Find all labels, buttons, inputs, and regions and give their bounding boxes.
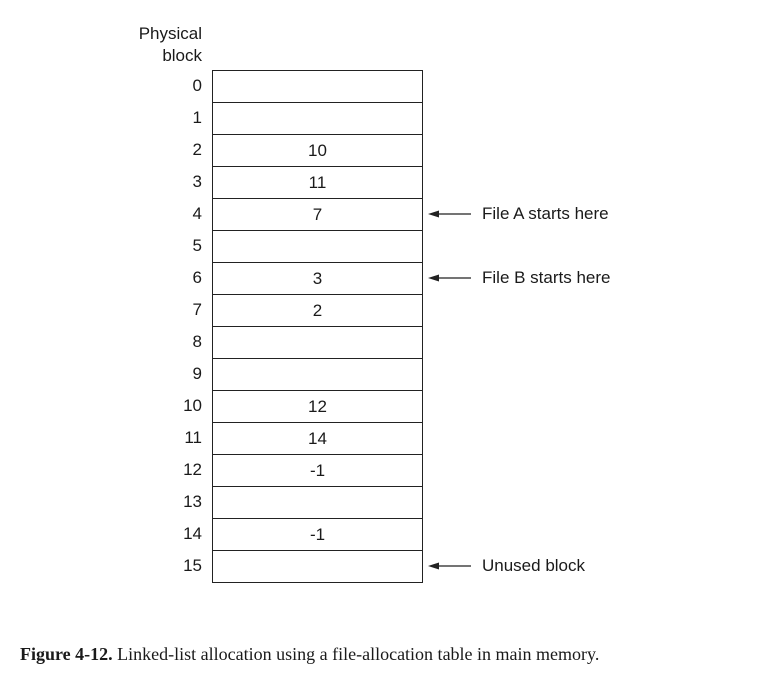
table-row: 12 -1 (0, 454, 757, 486)
block-number: 7 (192, 300, 202, 319)
block-number: 12 (183, 460, 202, 479)
block-number: 13 (183, 492, 202, 511)
table-row: 6 3 File B starts here (0, 262, 757, 294)
left-arrow-icon (428, 562, 471, 570)
fat-entry (212, 326, 423, 358)
annotation-label: Unused block (482, 556, 586, 575)
table-row: 8 (0, 326, 757, 358)
block-number: 2 (192, 140, 202, 159)
block-number: 11 (184, 428, 202, 447)
block-number: 10 (183, 396, 202, 415)
figure-caption-label: Figure 4-12. (20, 644, 113, 664)
fat-entry (212, 550, 423, 583)
column-header-physical: Physical (138, 24, 202, 43)
block-number: 15 (183, 556, 202, 575)
fat-entry (212, 102, 423, 134)
fat-entry: -1 (212, 454, 423, 486)
left-arrow-icon (428, 274, 471, 282)
block-number: 4 (192, 204, 202, 223)
fat-entry (212, 358, 423, 390)
fat-entry: 10 (212, 134, 423, 166)
figure-caption-text: Linked-list allocation using a file-allo… (117, 644, 600, 664)
fat-entry (212, 486, 423, 518)
fat-entry: 7 (212, 198, 423, 230)
fat-entry: 3 (212, 262, 423, 294)
fat-entry: 12 (212, 390, 423, 422)
block-number: 1 (192, 108, 202, 127)
block-number: 3 (192, 172, 202, 191)
table-row: 4 7 File A starts here (0, 198, 757, 230)
fat-entry: 11 (212, 166, 423, 198)
fat-entry (212, 70, 423, 102)
fat-entry: 14 (212, 422, 423, 454)
fat-entry: 2 (212, 294, 423, 326)
table-row: 0 (0, 70, 757, 102)
table-row: 10 12 (0, 390, 757, 422)
table-row: 14 -1 (0, 518, 757, 550)
block-number: 8 (192, 332, 202, 351)
column-header-block: block (162, 46, 202, 65)
pointer-annotation: File B starts here (428, 262, 728, 294)
block-number: 6 (192, 268, 202, 287)
table-row: 3 11 (0, 166, 757, 198)
fat-entry (212, 230, 423, 262)
pointer-annotation: File A starts here (428, 198, 728, 230)
fat-entry: -1 (212, 518, 423, 550)
table-row: 15 Unused block (0, 550, 757, 583)
table-row: 9 (0, 358, 757, 390)
block-number: 9 (192, 364, 202, 383)
pointer-annotation: Unused block (428, 550, 728, 582)
table-row: 5 (0, 230, 757, 262)
table-row: 1 (0, 102, 757, 134)
block-number: 5 (192, 236, 202, 255)
annotation-label: File B starts here (482, 268, 611, 287)
block-number: 0 (192, 76, 202, 95)
table-row: 13 (0, 486, 757, 518)
block-number: 14 (183, 524, 202, 543)
table-row: 11 14 (0, 422, 757, 454)
table-row: 2 10 (0, 134, 757, 166)
figure-caption: Figure 4-12. Linked-list allocation usin… (20, 644, 599, 665)
left-arrow-icon (428, 210, 471, 218)
annotation-label: File A starts here (482, 204, 609, 223)
